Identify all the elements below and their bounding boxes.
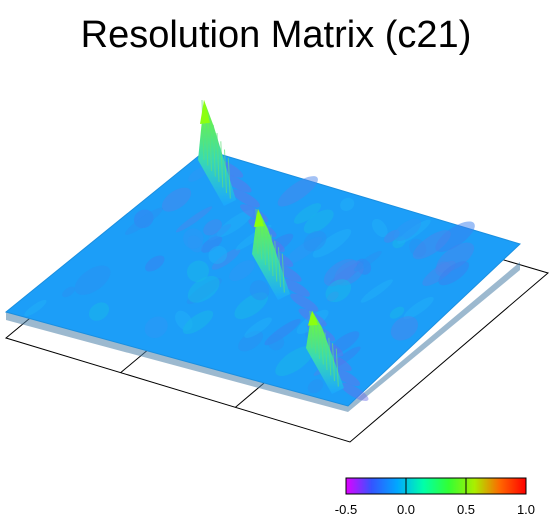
surface-plane [4,149,521,407]
colorbar-tick-label: 0.5 [457,502,475,517]
texture-patch [371,218,388,238]
trough-patch [340,382,369,401]
peak-stripe [317,321,320,360]
texture-patch [303,230,327,252]
surface-side [6,262,520,412]
texture-patch [88,302,110,321]
texture-patch [331,346,361,368]
texture-patch [124,207,164,235]
peak-stripe [278,247,281,288]
colorbar-tick-label: -0.5 [335,502,357,517]
texture-patch [183,228,204,249]
peak-stripe [270,234,274,277]
texture-patch [412,230,451,260]
texture-patch [312,228,352,258]
peak-stripe [212,124,216,177]
texture-patch [144,316,168,339]
texture-patch [268,334,285,351]
texture-patch [238,330,264,352]
peak-stripe [320,326,324,365]
trough-patch [331,367,361,387]
texture-patch [203,219,222,236]
peak-stripe [209,116,212,172]
texture-patch [208,224,232,241]
peak-stripe [227,157,231,199]
peak-stripe [263,221,266,266]
texture-patch [211,248,241,270]
peak-stripe [328,337,332,376]
texture-patch [303,209,334,234]
texture-patch [188,166,208,182]
trough-patch [231,189,260,208]
texture-patch [422,260,456,286]
texture-patch [325,279,352,303]
texture-patch [340,197,355,212]
colorbar-tick-label: 1.0 [517,502,535,517]
texture-patch [187,275,220,303]
texture-patch [201,235,223,253]
texture-patch [175,206,213,233]
texture-patch [249,280,270,301]
trough-patch [281,278,310,297]
chart-title: Resolution Matrix (c21) [80,14,472,56]
texture-patch [145,255,165,272]
peak-tip [308,310,318,326]
texture-patch [62,286,76,298]
texture-patch [186,260,210,283]
texture-patch [393,218,422,241]
peak-stripe [220,141,224,188]
trough-patch [223,174,252,193]
texture-patch [182,310,214,335]
texture-patch [208,245,228,264]
peak-stripe [266,228,270,271]
texture-patch [244,317,272,339]
peak-1 [198,99,236,206]
peaks-group [198,99,344,394]
colorbar: -0.5 0.0 0.5 1.0 [335,477,535,517]
texture-patch [275,345,314,377]
surface-texture [24,166,475,394]
peak-stripe [281,253,285,293]
texture-patch [24,299,47,317]
texture-patch [74,265,111,295]
texture-patch [229,260,255,282]
peak-stripe [274,240,278,282]
peak-stripe [216,132,220,183]
texture-patch [323,258,358,287]
texture-patch [390,316,418,341]
peak-stripe [324,332,328,371]
peak-face [198,100,236,206]
texture-patch [277,176,318,207]
peak-2 [252,208,290,300]
texture-patch [161,187,192,212]
texture-patch [293,203,322,224]
trough-patch [290,293,319,312]
texture-patch [389,306,405,319]
peak-stripe [335,348,339,387]
texture-patch [307,379,324,394]
texture-patch [435,221,475,252]
texture-patch [360,279,393,303]
peak-tip [254,209,264,227]
colorbar-gradient [345,477,527,495]
peak-stripe [332,343,335,382]
texture-patch [403,296,434,320]
texture-patch [353,250,382,272]
peak-stripe [201,99,205,161]
peak-3 [306,310,344,394]
peak-tip [200,100,210,124]
colorbar-tick-label: 0.0 [397,502,415,517]
peak-stripe [224,149,227,194]
texture-patch [438,261,469,286]
